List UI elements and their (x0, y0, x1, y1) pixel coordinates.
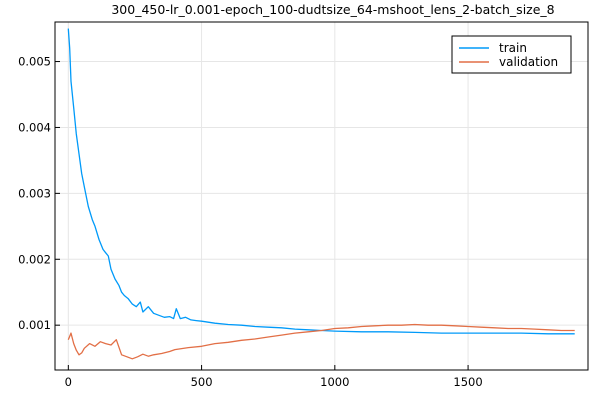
chart-title: 300_450-lr_0.001-epoch_100-dudtsize_64-m… (111, 2, 554, 17)
legend: train validation (451, 35, 572, 74)
y-tick-label: 0.004 (18, 120, 51, 134)
y-tick-label: 0.001 (18, 318, 51, 332)
legend-box (451, 35, 572, 74)
x-axis: 0 500 1000 1500 (65, 365, 483, 389)
x-tick-label: 1500 (453, 375, 482, 389)
y-tick-label: 0.002 (18, 252, 51, 266)
plot-frame (54, 21, 589, 371)
y-tick-label: 0.003 (18, 186, 51, 200)
legend-label-train: train (499, 41, 527, 55)
series-line-validation (67, 323, 575, 360)
legend-label-validation: validation (499, 55, 558, 69)
grid (55, 22, 588, 370)
x-tick-label: 0 (65, 375, 72, 389)
y-tick-label: 0.005 (18, 55, 51, 69)
x-tick-label: 500 (191, 375, 213, 389)
y-axis: 0.001 0.002 0.003 0.004 0.005 (18, 55, 60, 332)
x-tick-label: 1000 (320, 375, 349, 389)
series-line-train (67, 28, 575, 335)
series-layer (67, 28, 575, 360)
